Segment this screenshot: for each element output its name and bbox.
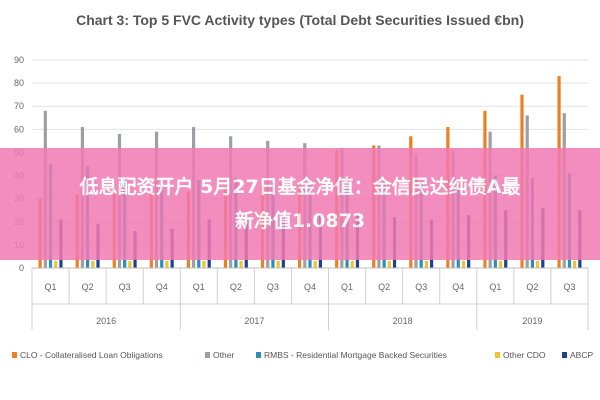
- x-tick-label: Q3: [267, 282, 279, 292]
- bar-15-series-4: [573, 261, 577, 268]
- y-tick-label: 90: [14, 55, 24, 65]
- legend-swatch: [12, 352, 17, 358]
- x-tick-label: Q1: [341, 282, 353, 292]
- y-tick-label: 60: [14, 124, 24, 134]
- legend-entry: RMBS - Residential Mortgage Backed Secur…: [264, 350, 447, 360]
- x-tick-label: Q3: [563, 282, 575, 292]
- legend-entry: ABCP: [570, 350, 593, 360]
- bar-9-series-4: [350, 261, 354, 268]
- bar-8-series-4: [313, 261, 317, 268]
- bar-2-series-4: [91, 261, 95, 268]
- overlay-banner: 低息配资开户 5月27日基金净值：金信民达纯债A最 新净值1.0873: [0, 148, 600, 260]
- x-tick-label: Q2: [230, 282, 242, 292]
- x-tick-label: Q2: [82, 282, 94, 292]
- legend-swatch: [495, 352, 500, 358]
- x-tick-label: Q3: [119, 282, 131, 292]
- year-label: 2016: [96, 316, 116, 326]
- overlay-text-line1: 低息配资开户 5月27日基金净值：金信民达纯债A最: [79, 176, 521, 198]
- x-tick-label: Q4: [452, 282, 464, 292]
- x-tick-label: Q1: [193, 282, 205, 292]
- x-tick-label: Q4: [304, 282, 316, 292]
- bar-7-series-4: [276, 261, 280, 268]
- bar-1-series-4: [54, 261, 58, 268]
- bar-14-series-4: [536, 261, 540, 268]
- legend-entry: Other CDO: [503, 350, 546, 360]
- legend-entry: Other: [213, 350, 234, 360]
- year-label: 2018: [393, 316, 413, 326]
- legend-swatch: [256, 352, 261, 358]
- bar-11-series-4: [424, 261, 428, 268]
- x-tick-label: Q2: [526, 282, 538, 292]
- x-tick-label: Q3: [415, 282, 427, 292]
- year-label: 2019: [522, 316, 542, 326]
- y-tick-label: 0: [19, 263, 24, 273]
- bar-10-series-4: [387, 261, 391, 268]
- legend: CLO - Collateralised Loan Obligations Oth…: [12, 350, 593, 360]
- x-tick-label: Q1: [45, 282, 57, 292]
- bar-3-series-4: [128, 261, 132, 268]
- bar-6-series-4: [239, 261, 243, 268]
- x-tick-label: Q1: [489, 282, 501, 292]
- x-tick-label: Q2: [378, 282, 390, 292]
- bar-12-series-4: [461, 261, 466, 268]
- y-tick-label: 70: [14, 101, 24, 111]
- year-label: 2017: [244, 316, 264, 326]
- x-tick-label: Q4: [156, 282, 168, 292]
- legend-swatch: [205, 352, 210, 358]
- bar-13-series-4: [498, 261, 503, 268]
- bar-4-series-4: [165, 261, 169, 268]
- legend-swatch: [562, 352, 567, 358]
- bar-5-series-4: [202, 261, 206, 268]
- overlay-text-line2: 新净值1.0873: [234, 210, 366, 232]
- y-tick-label: 80: [14, 78, 24, 88]
- chart-title: Chart 3: Top 5 FVC Activity types (Total…: [76, 12, 524, 28]
- legend-entry: CLO - Collateralised Loan Obligations: [20, 350, 163, 360]
